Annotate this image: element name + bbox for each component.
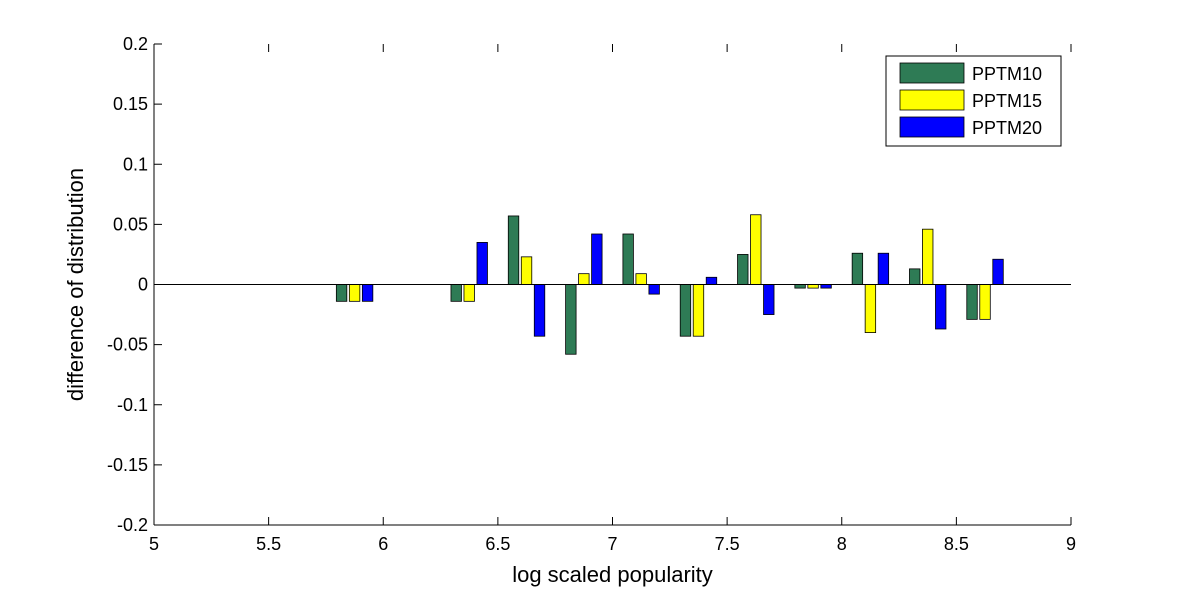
bar-pptm10-4 <box>622 233 634 285</box>
bar-pptm10-6 <box>737 254 749 285</box>
bar-pptm15-2 <box>520 256 533 285</box>
bar-pptm10-2 <box>507 215 520 285</box>
x-tick-label: 6 <box>378 534 388 554</box>
bars-group <box>335 214 1004 355</box>
bar-pptm20-2 <box>533 284 546 337</box>
bar-pptm20-9 <box>935 284 947 330</box>
bar-pptm10-10 <box>966 284 978 320</box>
y-tick-label: 0.2 <box>123 34 148 54</box>
x-tick-label: 5 <box>149 534 159 554</box>
bar-pptm15-8 <box>864 284 877 333</box>
y-tick-label: 0.05 <box>113 214 148 234</box>
y-tick-label: 0 <box>138 275 148 295</box>
bar-pptm15-1 <box>463 284 475 302</box>
bar-pptm10-7 <box>794 284 806 289</box>
bar-pptm10-0 <box>335 284 348 302</box>
bar-pptm15-10 <box>979 284 991 320</box>
x-tick-label: 7 <box>607 534 617 554</box>
bar-pptm15-5 <box>692 284 705 337</box>
x-axis-label: log scaled popularity <box>512 562 713 587</box>
bar-pptm20-6 <box>763 284 775 315</box>
bar-pptm10-1 <box>450 284 462 302</box>
x-tick-label: 7.5 <box>715 534 740 554</box>
x-tick-label: 6.5 <box>485 534 510 554</box>
legend-label-pptm15: PPTM15 <box>972 91 1042 111</box>
bar-pptm20-0 <box>361 284 374 302</box>
axes-group: 5 5.5 6 6.5 7 7.5 8 8.5 9 -0.2 -0.15 -0.1 -0.05 0 0.05… <box>107 34 1076 554</box>
bar-pptm10-3 <box>565 284 577 355</box>
bar-pptm10-9 <box>909 268 921 285</box>
x-tick-label: 8.5 <box>944 534 969 554</box>
y-tick-label: 0.15 <box>113 94 148 114</box>
bar-pptm15-0 <box>348 284 361 302</box>
bar-pptm20-8 <box>877 252 890 285</box>
bar-pptm10-8 <box>851 252 864 285</box>
y-tick-label: 0.1 <box>123 154 148 174</box>
y-tick-label: -0.05 <box>107 335 148 355</box>
bar-pptm15-4 <box>635 273 647 285</box>
bar-pptm20-7 <box>820 284 832 289</box>
legend-label-pptm20: PPTM20 <box>972 118 1042 138</box>
y-tick-label: -0.1 <box>117 395 148 415</box>
legend-swatch-pptm15 <box>899 89 965 111</box>
bar-pptm20-3 <box>591 233 603 285</box>
x-tick-label: 5.5 <box>256 534 281 554</box>
x-tick-label: 9 <box>1066 534 1076 554</box>
bar-pptm10-5 <box>679 284 692 337</box>
bar-pptm20-5 <box>705 276 718 285</box>
bar-pptm15-6 <box>750 214 762 285</box>
bar-pptm20-1 <box>476 242 488 285</box>
x-tick-label: 8 <box>837 534 847 554</box>
bar-pptm15-7 <box>807 284 819 289</box>
bar-pptm20-10 <box>992 258 1004 285</box>
y-tick-label: -0.2 <box>117 515 148 535</box>
legend: PPTM10 PPTM15 PPTM20 <box>885 55 1062 147</box>
bar-pptm15-9 <box>922 228 934 285</box>
bar-pptm20-4 <box>648 284 660 295</box>
legend-swatch-pptm10 <box>899 62 965 84</box>
y-axis-label: difference of distribution <box>63 168 88 401</box>
bar-pptm15-3 <box>578 273 590 285</box>
legend-label-pptm10: PPTM10 <box>972 64 1042 84</box>
y-tick-label: -0.15 <box>107 455 148 475</box>
legend-swatch-pptm20 <box>899 116 965 138</box>
